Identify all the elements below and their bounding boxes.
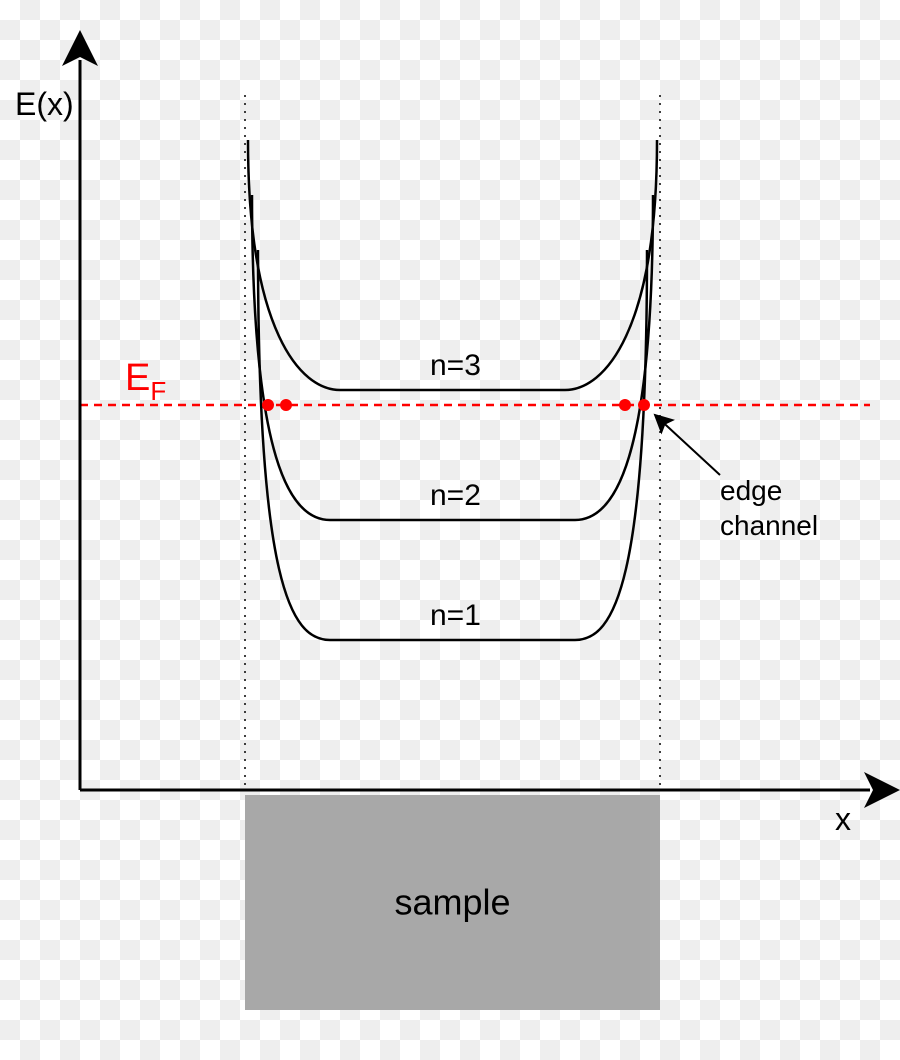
edge-annotation-arrow [655,415,720,475]
edge-point-3 [638,399,650,411]
physics-diagram: sample EF n=1 n=2 n=3 edge channel E(x) x [0,0,900,1060]
curve-n=1 [258,250,647,640]
edge-annotation-line1: edge [720,475,782,506]
curve-label-n=1: n=1 [430,599,481,632]
x-axis-label: x [835,801,851,837]
edge-point-1 [280,399,292,411]
curve-label-n=2: n=2 [430,479,481,512]
energy-curves: n=1 n=2 n=3 [248,140,657,640]
y-axis-label: E(x) [15,86,74,122]
fermi-label: EF [125,357,166,406]
curve-label-n=3: n=3 [430,349,481,382]
edge-annotation-line2: channel [720,510,818,541]
sample-label: sample [394,882,510,923]
edge-point-0 [262,399,274,411]
edge-point-2 [619,399,631,411]
